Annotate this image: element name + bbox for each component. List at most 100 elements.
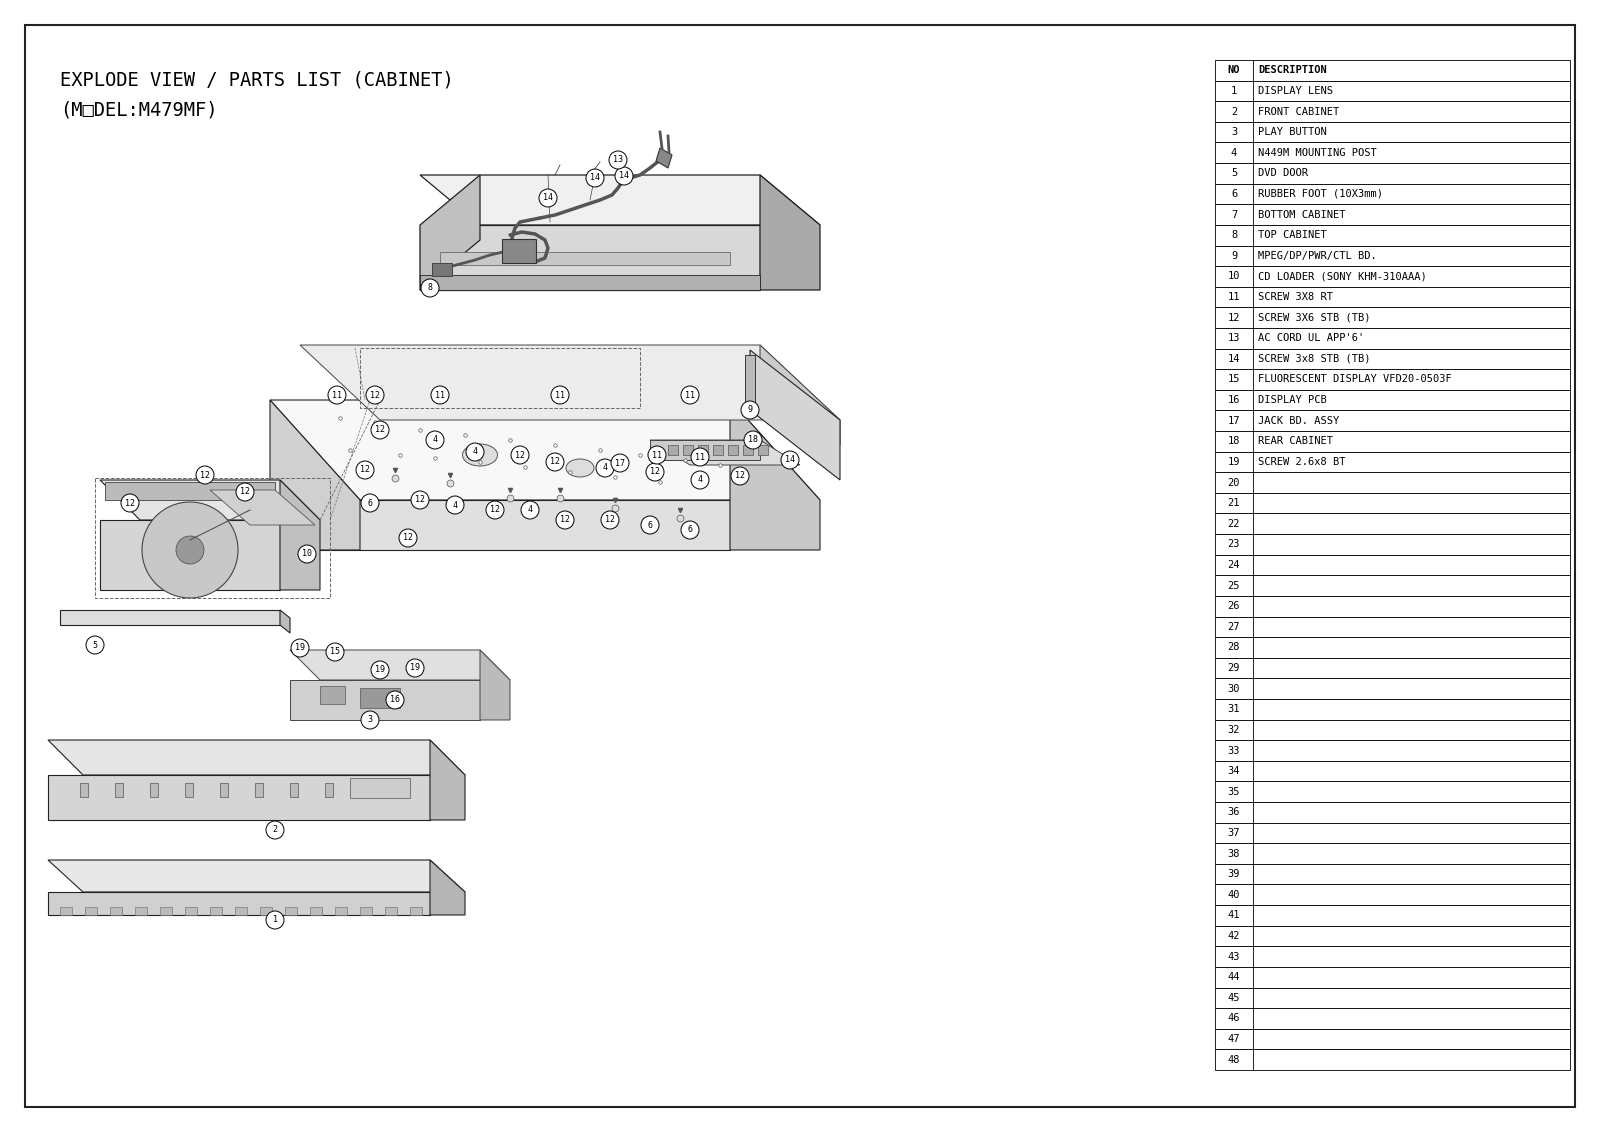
Text: 12: 12 [360, 465, 370, 474]
Bar [1214, 389, 1570, 411]
Text: 12: 12 [560, 515, 570, 524]
Text: 35: 35 [1227, 787, 1240, 797]
Text: 12: 12 [374, 426, 386, 435]
Bar [669, 445, 678, 455]
Polygon shape [650, 440, 760, 460]
Text: REAR CABINET: REAR CABINET [1258, 436, 1333, 446]
Text: 12: 12 [414, 496, 426, 505]
Bar [1214, 555, 1570, 575]
Circle shape [355, 461, 374, 479]
Text: 23: 23 [1227, 539, 1240, 549]
Text: 10: 10 [302, 549, 312, 558]
Bar [758, 445, 768, 455]
Polygon shape [280, 480, 320, 590]
Text: 14: 14 [619, 172, 629, 180]
Polygon shape [310, 907, 322, 915]
Polygon shape [430, 740, 466, 820]
Bar [1214, 843, 1570, 864]
Polygon shape [48, 892, 430, 915]
Text: 11: 11 [685, 391, 694, 400]
Circle shape [362, 711, 379, 729]
Circle shape [546, 453, 563, 471]
Text: 12: 12 [515, 451, 525, 460]
Text: 12: 12 [403, 533, 413, 542]
Polygon shape [270, 500, 730, 550]
Polygon shape [186, 907, 197, 915]
Text: 6: 6 [688, 525, 693, 534]
Text: 36: 36 [1227, 807, 1240, 817]
FancyBboxPatch shape [502, 239, 536, 263]
Text: 11: 11 [1227, 292, 1240, 302]
Text: 12: 12 [125, 498, 134, 507]
Bar [1214, 926, 1570, 946]
Text: 12: 12 [490, 506, 499, 515]
Text: PLAY BUTTON: PLAY BUTTON [1258, 127, 1326, 137]
Circle shape [595, 458, 614, 477]
Circle shape [781, 451, 798, 469]
Text: 47: 47 [1227, 1034, 1240, 1044]
Text: 2: 2 [272, 825, 277, 834]
Text: 28: 28 [1227, 643, 1240, 652]
Circle shape [522, 501, 539, 518]
Text: 12: 12 [550, 457, 560, 466]
Polygon shape [48, 740, 466, 775]
Polygon shape [386, 907, 397, 915]
Circle shape [326, 643, 344, 661]
Text: BOTTOM CABINET: BOTTOM CABINET [1258, 209, 1346, 220]
Bar [1214, 122, 1570, 143]
Text: 18: 18 [1227, 436, 1240, 446]
Bar [290, 783, 298, 797]
Circle shape [86, 636, 104, 654]
Circle shape [371, 421, 389, 439]
Text: 38: 38 [1227, 849, 1240, 858]
Circle shape [646, 463, 664, 481]
Text: 24: 24 [1227, 560, 1240, 571]
Bar [1214, 761, 1570, 781]
Bar [1214, 967, 1570, 987]
Circle shape [291, 638, 309, 657]
Bar [1214, 266, 1570, 286]
Circle shape [328, 386, 346, 404]
Bar [1214, 1029, 1570, 1049]
Text: 4: 4 [453, 500, 458, 509]
Bar [360, 688, 400, 708]
Text: 6: 6 [1230, 189, 1237, 199]
Text: 9: 9 [1230, 251, 1237, 260]
Text: RUBBER FOOT (10X3mm): RUBBER FOOT (10X3mm) [1258, 189, 1382, 199]
Text: 12: 12 [240, 488, 250, 497]
Text: 20: 20 [1227, 478, 1240, 488]
Text: 31: 31 [1227, 704, 1240, 714]
Polygon shape [85, 907, 98, 915]
Bar [1214, 163, 1570, 183]
Bar [742, 445, 754, 455]
Text: 21: 21 [1227, 498, 1240, 508]
Bar [254, 783, 262, 797]
Text: 11: 11 [435, 391, 445, 400]
Text: 1: 1 [272, 916, 277, 925]
Text: 43: 43 [1227, 952, 1240, 961]
Text: 18: 18 [749, 436, 758, 445]
Polygon shape [480, 650, 510, 720]
Bar [1214, 492, 1570, 514]
Circle shape [731, 468, 749, 484]
Bar [1214, 369, 1570, 389]
Polygon shape [410, 907, 422, 915]
Bar [186, 783, 194, 797]
Text: 4: 4 [472, 447, 477, 456]
Text: DISPLAY PCB: DISPLAY PCB [1258, 395, 1326, 405]
Bar [1214, 204, 1570, 225]
Polygon shape [259, 907, 272, 915]
Circle shape [122, 494, 139, 512]
Text: 19: 19 [374, 666, 386, 675]
Circle shape [610, 151, 627, 169]
Text: 27: 27 [1227, 621, 1240, 632]
Text: 14: 14 [786, 455, 795, 464]
Circle shape [371, 661, 389, 679]
Circle shape [142, 501, 238, 598]
Bar [1214, 183, 1570, 204]
Text: 12: 12 [650, 468, 661, 477]
Circle shape [557, 511, 574, 529]
Text: SCREW 3X6 STB (TB): SCREW 3X6 STB (TB) [1258, 312, 1371, 323]
Text: 11: 11 [694, 453, 706, 462]
Text: 19: 19 [410, 663, 419, 672]
